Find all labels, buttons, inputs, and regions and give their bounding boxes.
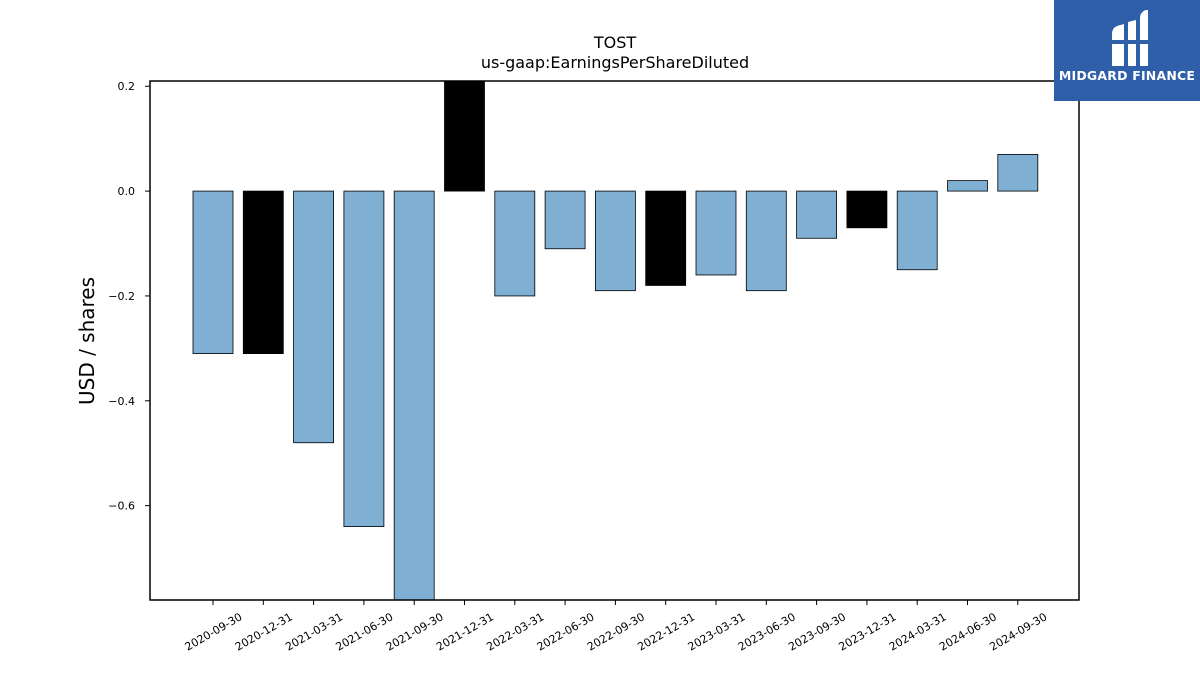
y-tick-label: −0.2 — [108, 290, 135, 303]
y-tick-label: −0.6 — [108, 500, 135, 513]
brand-logo: MIDGARD FINANCE — [1054, 0, 1200, 101]
bar-2024-06-30 — [947, 180, 988, 192]
bar-2023-06-30 — [745, 190, 787, 292]
x-ticks-group: 2020-09-302020-12-312021-03-312021-06-30… — [183, 600, 1049, 654]
bar-2021-12-31 — [444, 80, 485, 192]
bar-2022-12-31 — [645, 190, 687, 286]
bar-2023-12-31 — [846, 190, 888, 229]
bar-2021-09-30 — [393, 190, 435, 601]
bar-2023-09-30 — [796, 190, 837, 239]
bar-2020-12-31 — [242, 190, 284, 355]
bar-2024-09-30 — [997, 153, 1039, 192]
bar-2021-03-31 — [293, 190, 335, 444]
bar-2022-06-30 — [544, 190, 586, 250]
logo-text: MIDGARD FINANCE — [1058, 68, 1196, 83]
y-axis-label: USD / shares — [75, 277, 99, 405]
bars-group — [192, 80, 1039, 601]
y-tick-label: 0.2 — [118, 80, 136, 93]
bar-2023-03-31 — [695, 190, 737, 276]
x-tick-label: 2024-09-30 — [987, 610, 1049, 653]
bar-2021-06-30 — [343, 190, 385, 528]
midgard-logo-icon — [1106, 10, 1154, 66]
y-ticks-group: 0.2 0.0 −0.2 −0.4 −0.6 — [108, 80, 150, 513]
bar-2022-09-30 — [595, 190, 636, 292]
bar-2020-09-30 — [192, 190, 234, 355]
bar-2024-03-31 — [896, 190, 938, 271]
chart-title: TOST — [593, 33, 637, 52]
y-tick-label: −0.4 — [108, 395, 135, 408]
y-tick-label: 0.0 — [118, 185, 136, 198]
bar-2022-03-31 — [494, 190, 536, 297]
chart-subtitle: us-gaap:EarningsPerShareDiluted — [481, 53, 749, 72]
plot-frame — [149, 80, 1080, 601]
